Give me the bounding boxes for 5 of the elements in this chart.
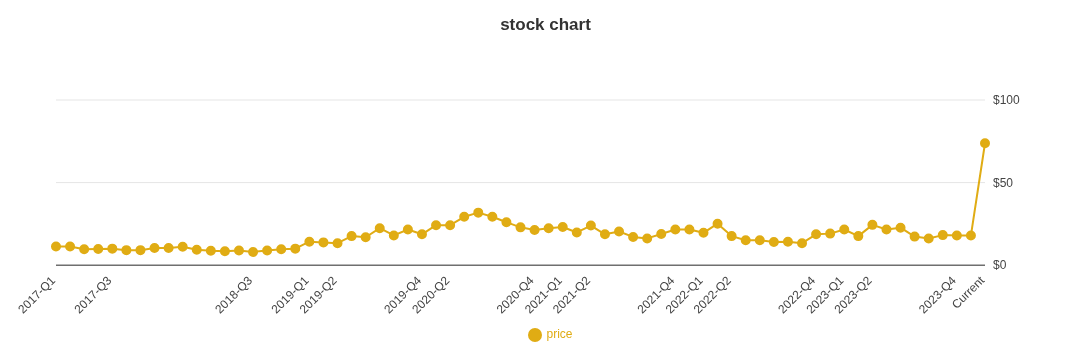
y-tick-label: $100: [993, 93, 1021, 108]
chart-title: stock chart: [499, 15, 592, 35]
legend-label: price: [546, 327, 573, 342]
y-tick-label: $50: [993, 175, 1014, 190]
y-tick-label: $0: [993, 258, 1007, 273]
